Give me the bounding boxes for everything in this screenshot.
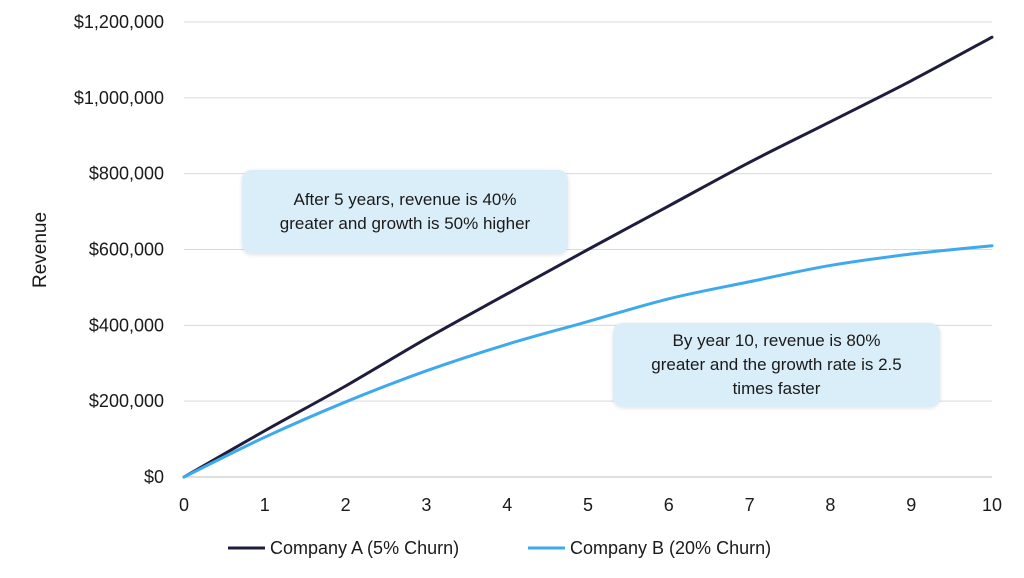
x-tick-label: 10 xyxy=(982,495,1002,515)
y-axis-title: Revenue xyxy=(30,212,51,288)
x-tick-label: 1 xyxy=(260,495,270,515)
x-tick-label: 4 xyxy=(502,495,512,515)
y-axis-ticks: $0 $200,000 $400,000 $600,000 $800,000 $1,000… xyxy=(74,12,164,487)
y-tick-label: $400,000 xyxy=(89,315,164,335)
x-tick-label: 0 xyxy=(179,495,189,515)
annotation-line: times faster xyxy=(732,379,821,398)
series-line-company-b xyxy=(182,244,994,479)
legend-item-company-a: Company A (5% Churn) xyxy=(228,538,459,558)
x-tick-label: 8 xyxy=(825,495,835,515)
y-tick-label: $200,000 xyxy=(89,391,164,411)
y-tick-label: $1,000,000 xyxy=(74,88,164,108)
x-tick-label: 2 xyxy=(341,495,351,515)
legend: Company A (5% Churn) Company B (20% Chur… xyxy=(228,538,771,558)
y-tick-label: $1,200,000 xyxy=(74,12,164,32)
y-tick-label: $600,000 xyxy=(89,240,164,260)
legend-item-company-b: Company B (20% Churn) xyxy=(528,538,771,558)
x-tick-label: 3 xyxy=(421,495,431,515)
annotation-callout-10-years: By year 10, revenue is 80% greater and t… xyxy=(613,323,940,407)
x-tick-label: 5 xyxy=(583,495,593,515)
legend-label-company-b: Company B (20% Churn) xyxy=(570,538,771,558)
y-tick-label: $0 xyxy=(144,467,164,487)
annotation-line: greater and growth is 50% higher xyxy=(279,214,531,233)
annotation-callout-5-years: After 5 years, revenue is 40% greater an… xyxy=(242,170,568,254)
x-tick-label: 9 xyxy=(906,495,916,515)
series-line-company-a xyxy=(182,35,994,479)
y-tick-label: $800,000 xyxy=(89,164,164,184)
legend-label-company-a: Company A (5% Churn) xyxy=(270,538,459,558)
series-lines xyxy=(182,35,994,479)
annotation-line: By year 10, revenue is 80% xyxy=(672,331,881,350)
x-tick-label: 6 xyxy=(664,495,674,515)
annotation-line: greater and the growth rate is 2.5 xyxy=(651,355,902,374)
x-tick-label: 7 xyxy=(745,495,755,515)
x-axis-ticks: 0 1 2 3 4 5 6 7 8 9 10 xyxy=(179,495,1002,515)
annotation-line: After 5 years, revenue is 40% xyxy=(293,190,517,209)
